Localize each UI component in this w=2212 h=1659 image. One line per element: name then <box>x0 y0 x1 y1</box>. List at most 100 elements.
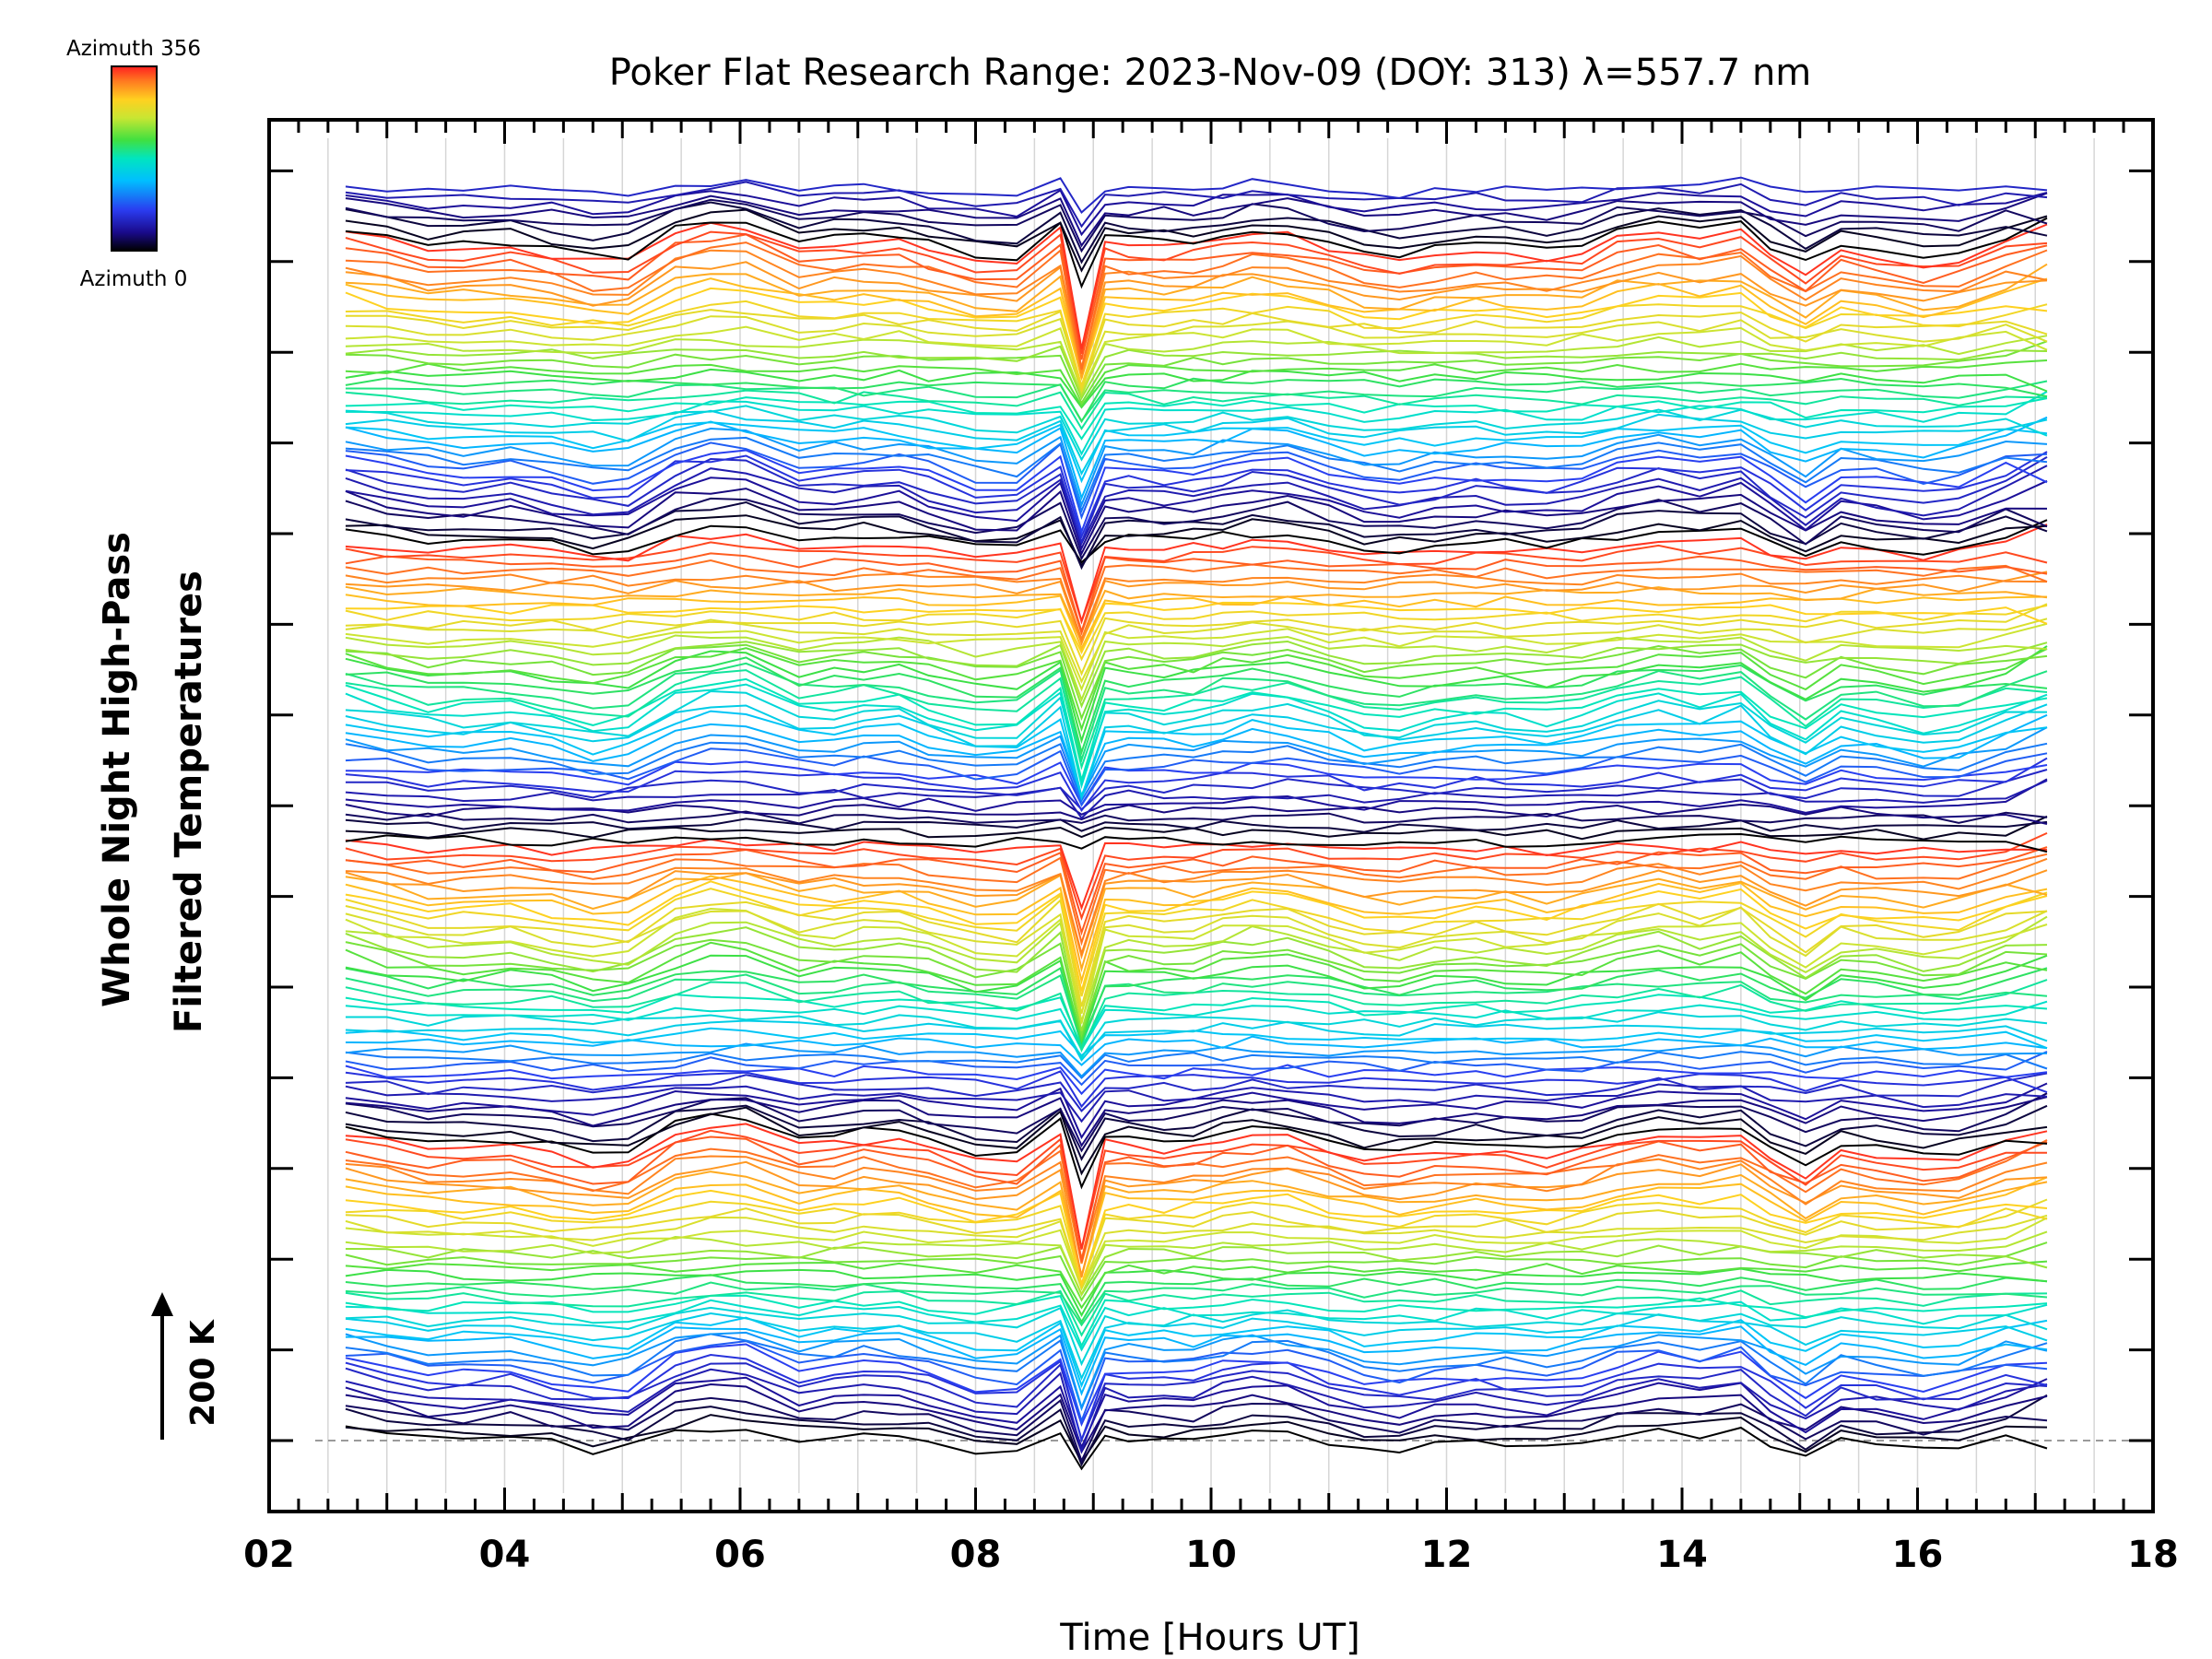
series-line <box>345 994 2048 1050</box>
colorbar-bottom-label: Azimuth 0 <box>80 267 188 291</box>
series-line <box>345 634 2048 702</box>
scale-indicator: 200 K <box>151 1292 222 1440</box>
colorbar-top-label: Azimuth 356 <box>66 37 201 61</box>
x-tick-labels: 02 04 06 08 10 12 14 16 18 <box>243 1534 2179 1576</box>
series-line <box>345 1092 2048 1153</box>
series-line <box>345 409 2048 477</box>
x-tick-label: 08 <box>950 1534 1002 1576</box>
series-line <box>345 1267 2048 1318</box>
series-line <box>345 941 2048 1043</box>
series-line <box>345 888 2048 997</box>
series-line <box>345 1051 2048 1087</box>
series-line <box>345 198 2048 253</box>
series-line <box>345 585 2048 645</box>
series-line <box>345 831 2048 921</box>
series-line <box>345 541 2048 625</box>
series-line <box>345 656 2048 756</box>
chart-title: Poker Flat Research Range: 2023-Nov-09 (… <box>609 52 1812 94</box>
series-line <box>345 456 2048 546</box>
series-line <box>345 189 2048 237</box>
series-line <box>345 497 2048 561</box>
series-line <box>345 380 2048 423</box>
series-line <box>345 377 2048 424</box>
series-line <box>345 853 2048 947</box>
series-line <box>345 1160 2048 1278</box>
y-axis-label-line1: Whole Night High-Pass <box>96 532 138 1007</box>
series-line <box>345 810 2048 825</box>
series-line <box>345 1198 2048 1289</box>
series-line <box>345 488 2048 557</box>
x-tick-label: 10 <box>1185 1534 1237 1576</box>
series-line <box>345 572 2048 642</box>
series-line <box>345 601 2048 654</box>
series-line <box>345 1316 2048 1389</box>
series-line <box>345 1396 2048 1464</box>
series-line <box>345 778 2048 816</box>
series-line <box>345 1064 2048 1096</box>
series-line <box>345 683 2048 790</box>
series-line <box>345 846 2048 936</box>
x-tick-label: 16 <box>1892 1534 1944 1576</box>
series-line <box>345 747 2048 807</box>
series-line <box>345 647 2048 732</box>
series-line <box>345 1333 2048 1412</box>
series-line <box>345 1343 2048 1428</box>
series-line <box>345 1325 2048 1396</box>
series-line <box>345 869 2048 960</box>
series-line <box>345 1289 2048 1337</box>
colorbar-gradient <box>111 65 158 252</box>
series-line <box>345 217 2048 289</box>
series-line <box>345 954 2048 1044</box>
series-line <box>345 1042 2048 1078</box>
series-line <box>345 1000 2048 1052</box>
scale-label: 200 K <box>184 1319 222 1427</box>
series-line <box>345 872 2048 973</box>
series-line <box>345 451 2048 540</box>
y-axis-label-line2: Filtered Temperatures <box>168 571 210 1033</box>
series-line <box>345 261 2048 374</box>
series-line <box>345 1340 2048 1424</box>
series-line <box>345 201 2048 265</box>
series-line <box>345 396 2048 441</box>
series-line <box>345 1230 2048 1297</box>
series-line <box>345 1217 2048 1291</box>
series-line <box>345 1382 2048 1454</box>
series-line <box>345 391 2048 456</box>
series-line <box>345 803 2048 825</box>
series-line <box>345 230 2048 355</box>
series-line <box>345 818 2048 833</box>
series-line <box>345 603 2048 677</box>
series-line <box>345 1139 2048 1260</box>
series-line <box>345 757 2048 813</box>
series-line <box>345 449 2048 535</box>
series-line <box>345 359 2048 408</box>
series-line <box>345 1312 2048 1381</box>
x-tick-label: 06 <box>714 1534 766 1576</box>
series-line <box>345 192 2048 248</box>
series-line <box>345 1281 2048 1327</box>
series-line <box>345 441 2048 521</box>
scale-arrow-head <box>151 1292 173 1316</box>
series-line <box>345 181 2048 229</box>
series-line <box>345 1260 2048 1310</box>
series-line <box>345 208 2048 273</box>
series-line <box>345 713 2048 798</box>
series-line <box>345 325 2048 394</box>
series-line <box>345 1189 2048 1288</box>
x-tick-label: 18 <box>2127 1534 2179 1576</box>
series-line <box>345 427 2048 508</box>
series-line <box>345 1129 2047 1250</box>
series-line <box>345 1362 2048 1443</box>
series-line <box>345 524 2048 625</box>
series-line <box>345 1376 2048 1450</box>
series-line <box>345 760 2048 806</box>
series-line <box>345 875 2048 985</box>
series-line <box>345 622 2048 692</box>
series-line <box>345 1394 2048 1467</box>
series-line <box>345 1214 2048 1291</box>
series-line <box>345 710 2048 801</box>
series-line <box>345 640 2048 709</box>
series-line <box>345 559 2048 636</box>
series-line <box>345 552 2048 635</box>
